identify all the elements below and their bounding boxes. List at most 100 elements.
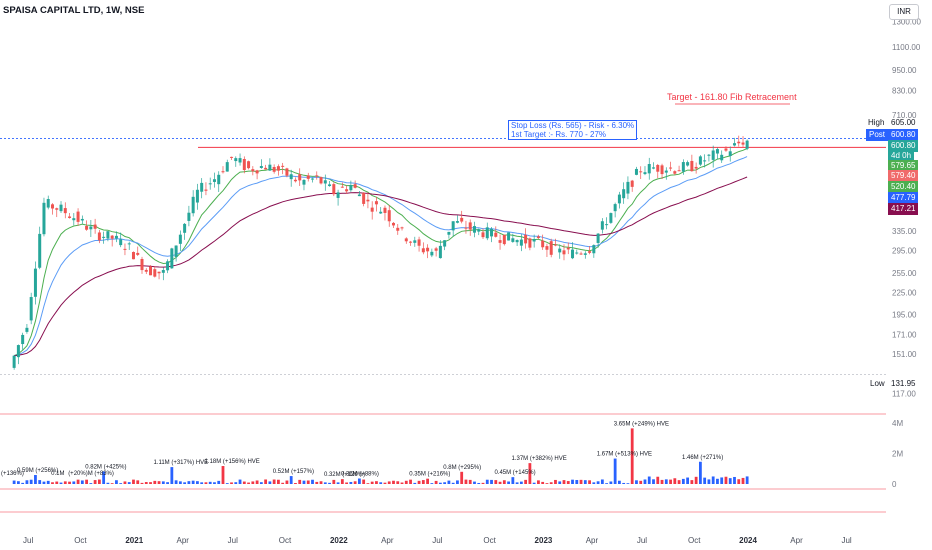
x-tick-label: 2021: [125, 536, 143, 545]
candle-body: [686, 162, 690, 166]
candle-body: [400, 227, 404, 229]
volume-bar: [707, 479, 711, 484]
volume-bar: [242, 481, 246, 484]
volume-bar: [357, 478, 361, 484]
candle-body: [357, 194, 361, 197]
candle-body: [728, 151, 732, 156]
candle-body: [532, 239, 536, 242]
volume-bar: [362, 479, 366, 484]
candle-body: [528, 238, 532, 248]
candle-body: [191, 196, 195, 214]
candle-body: [340, 186, 344, 188]
volume-bar: [272, 479, 276, 484]
candle-body: [370, 207, 374, 212]
candle-body: [187, 212, 191, 221]
volume-bar: [460, 471, 464, 484]
candle-body: [251, 169, 255, 172]
volume-annotation: 0.1M: [51, 471, 64, 477]
candle-body: [741, 142, 745, 145]
volume-bar: [528, 463, 532, 484]
y-tick-label: 195.00: [892, 310, 917, 319]
candle-body: [12, 355, 16, 368]
ma-slow-value: 417.21: [888, 203, 919, 215]
y-tick-label: 1100.00: [892, 43, 921, 52]
volume-bar: [16, 481, 20, 484]
candle-body: [455, 221, 459, 223]
volume-bar: [473, 481, 476, 484]
candle-body: [571, 249, 575, 259]
candle-body: [664, 170, 668, 173]
x-tick-label: Oct: [74, 536, 87, 545]
candle-body: [140, 258, 144, 271]
volume-annotation: 0.82M (+425%): [85, 465, 126, 471]
x-tick-label: Jul: [841, 536, 851, 545]
volume-bar: [63, 481, 67, 484]
currency-button[interactable]: INR: [889, 4, 919, 20]
candle-body: [289, 174, 293, 180]
high-label: High: [868, 118, 885, 127]
volume-bar: [669, 479, 672, 484]
volume-bar: [477, 482, 481, 484]
candle-body: [447, 231, 451, 235]
candle-body: [643, 172, 647, 175]
volume-bar: [140, 482, 144, 484]
candle-body: [230, 156, 234, 158]
y-tick-label: 830.00: [892, 87, 917, 96]
post-value: 600.80: [888, 129, 919, 141]
candle-body: [110, 235, 114, 239]
volume-bar: [400, 482, 404, 484]
volume-bar: [187, 481, 191, 484]
volume-bar: [656, 476, 660, 484]
volume-bar: [438, 482, 442, 484]
candle-body: [605, 224, 609, 226]
candle-body: [404, 238, 408, 242]
candle-body: [234, 158, 238, 162]
volume-bar: [396, 481, 400, 484]
candle-body: [656, 164, 660, 172]
candle-body: [281, 165, 285, 167]
volume-bar: [289, 476, 293, 484]
volume-bar: [255, 480, 259, 484]
volume-bar: [127, 482, 131, 484]
volume-bar: [115, 480, 118, 484]
volume-bar: [302, 480, 306, 484]
volume-bar: [532, 482, 536, 484]
volume-bar: [468, 479, 472, 484]
candle-body: [183, 223, 187, 233]
volume-bar: [566, 481, 570, 484]
candle-body: [622, 189, 626, 199]
candle-body: [259, 166, 263, 168]
candle-body: [524, 234, 528, 244]
volume-bar: [328, 482, 331, 484]
x-tick-label: Oct: [483, 536, 496, 545]
volume-bar: [494, 480, 498, 484]
volume-bar: [681, 478, 685, 484]
volume-annotation: 0.52M (+157%): [273, 469, 314, 475]
candle-body: [421, 248, 425, 253]
candle-body: [694, 166, 698, 169]
candle-body: [485, 227, 489, 239]
volume-bar: [332, 479, 336, 484]
volume-bar: [315, 481, 319, 484]
last-price-value: 600.80: [888, 140, 919, 152]
chart-title: SPAISA CAPITAL LTD, 1W, NSE: [3, 5, 145, 16]
volume-bar: [404, 480, 408, 484]
volume-bar: [481, 482, 485, 484]
volume-bar: [630, 428, 634, 484]
volume-bar: [136, 480, 140, 484]
candle-body: [38, 233, 42, 268]
volume-bar: [618, 480, 621, 484]
volume-bar: [55, 481, 59, 484]
candle-body: [46, 199, 50, 208]
volume-bar: [673, 478, 677, 484]
candle-body: [737, 141, 741, 144]
candle-body: [25, 327, 29, 332]
candle-body: [311, 178, 315, 180]
candle-body: [391, 222, 395, 226]
volume-bar: [660, 479, 664, 484]
y-tick-label: 295.00: [892, 246, 917, 255]
volume-bar: [97, 479, 101, 484]
candle-body: [472, 226, 476, 233]
volume-bar: [336, 482, 340, 484]
